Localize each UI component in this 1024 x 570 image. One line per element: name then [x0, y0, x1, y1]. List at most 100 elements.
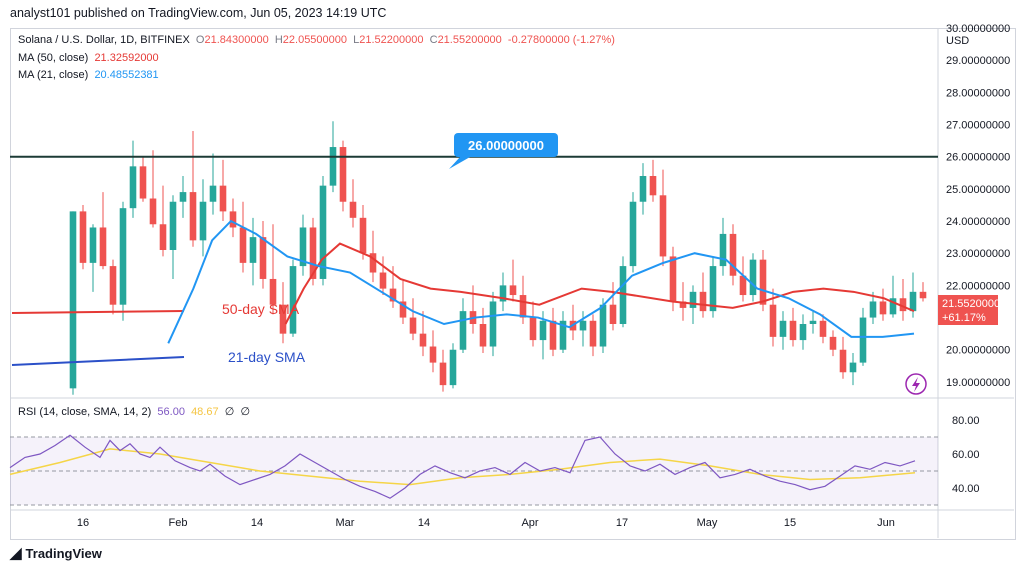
candle — [439, 349, 447, 392]
candle-body — [489, 301, 497, 347]
price-tick-label: 27.00000000 — [946, 120, 1010, 132]
candle-body — [609, 304, 617, 324]
candle-body — [69, 211, 77, 389]
candle — [639, 163, 647, 215]
candle — [449, 343, 457, 389]
candle-body — [629, 201, 637, 267]
resistance-callout[interactable]: 26.00000000 — [449, 133, 558, 169]
candle — [169, 195, 177, 279]
time-tick-label: May — [697, 517, 718, 529]
candle-body — [919, 291, 927, 299]
price-tick-label: 30.00000000 — [946, 23, 1010, 35]
candle — [239, 201, 247, 273]
candle — [99, 192, 107, 270]
candle-body — [229, 211, 237, 228]
resistance-callout-box — [454, 133, 558, 157]
rsi-legend-na2: ∅ — [240, 406, 251, 418]
price-tick-label: 23.00000000 — [946, 248, 1010, 260]
candle-body — [909, 291, 917, 312]
candle-body — [829, 336, 837, 350]
candle-body — [79, 211, 87, 263]
candle — [729, 224, 737, 286]
candle-body — [889, 298, 897, 315]
candle-body — [699, 291, 707, 312]
ma50-annotation: 50-day SMA — [222, 301, 300, 317]
publisher-line: analyst101 published on TradingView.com,… — [10, 6, 387, 20]
candle-body — [749, 259, 757, 296]
candle-body — [139, 166, 147, 199]
rsi-sma-legend-value: 48.67 — [191, 406, 219, 418]
ohlc-open: 21.84300000 — [204, 34, 269, 46]
candle — [129, 140, 137, 218]
candle — [209, 153, 217, 215]
candle — [849, 352, 857, 386]
price-tick-label: 25.00000000 — [946, 184, 1010, 196]
bolt-icon[interactable] — [905, 373, 927, 395]
candle — [259, 221, 267, 289]
ma21-legend-label: MA (21, close) — [18, 69, 89, 81]
candle — [609, 282, 617, 331]
candle — [319, 176, 327, 286]
tradingview-logo-icon: ◢ — [10, 545, 22, 562]
time-tick-label: Jun — [877, 517, 895, 529]
candle-body — [499, 285, 507, 302]
candle — [869, 291, 877, 324]
candle-body — [459, 311, 467, 350]
candle — [739, 256, 747, 302]
candle — [229, 198, 237, 238]
candle — [649, 159, 657, 202]
candle-body — [559, 320, 567, 350]
candle — [549, 307, 557, 357]
candle — [719, 217, 727, 276]
time-tick-label: 16 — [77, 517, 89, 529]
candle — [369, 230, 377, 283]
candle — [409, 298, 417, 341]
candles-layer — [69, 121, 927, 395]
candle-body — [189, 192, 197, 241]
candle — [189, 130, 197, 247]
candle-body — [199, 201, 207, 241]
candle — [159, 185, 167, 257]
candle-body — [149, 198, 157, 225]
candle-body — [319, 185, 327, 279]
candle — [779, 311, 787, 350]
candle — [879, 288, 887, 321]
candle-body — [859, 317, 867, 363]
candle — [799, 314, 807, 350]
candle-body — [169, 201, 177, 250]
candle-body — [819, 320, 827, 337]
candle — [69, 211, 77, 395]
price-tick-label: 29.00000000 — [946, 55, 1010, 67]
candle — [279, 282, 287, 344]
candle-body — [129, 166, 137, 209]
rsi-line — [9, 434, 916, 499]
candle-body — [419, 333, 427, 347]
price-axis-ticks: 30.00000000 29.00000000 28.00000000 27.0000… — [946, 23, 1010, 389]
ma50-legend-line — [11, 310, 185, 314]
candle — [839, 336, 847, 379]
candle — [709, 256, 717, 318]
candle-body — [209, 185, 217, 202]
candle-body — [159, 224, 167, 250]
candle — [489, 291, 497, 357]
price-tick-label: 26.00000000 — [946, 152, 1010, 164]
candle-body — [239, 227, 247, 263]
candle-body — [349, 201, 357, 218]
candle-body — [449, 349, 457, 386]
candle-body — [339, 147, 347, 202]
candle — [559, 311, 567, 353]
candle — [749, 253, 757, 302]
candle-body — [249, 237, 257, 263]
rsi-tick-label: 40.00 — [952, 483, 980, 495]
candle-body — [429, 346, 437, 363]
time-tick-label: 17 — [616, 517, 628, 529]
ma21-legend: MA (21, close) 20.48552381 — [18, 69, 159, 81]
candle-body — [359, 217, 367, 254]
candle — [689, 285, 697, 324]
time-tick-label: 14 — [251, 517, 263, 529]
rsi-band — [10, 436, 938, 506]
last-change-label: +61.17% — [942, 312, 986, 324]
candle — [889, 275, 897, 318]
candle-body — [649, 176, 657, 196]
